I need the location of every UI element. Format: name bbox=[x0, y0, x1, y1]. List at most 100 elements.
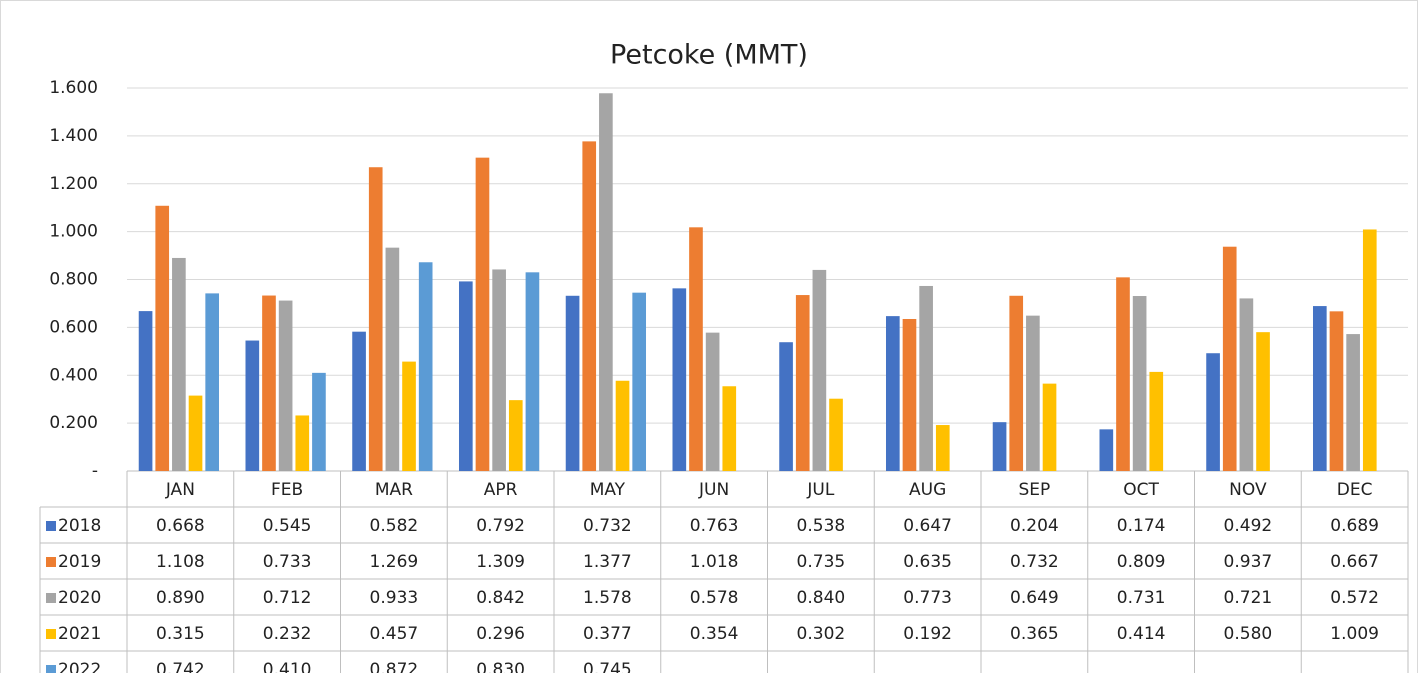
bar bbox=[1132, 296, 1147, 471]
table-value: 0.545 bbox=[263, 516, 312, 536]
table-value: 0.410 bbox=[263, 660, 312, 673]
bar bbox=[1329, 311, 1344, 471]
table-value: 0.732 bbox=[1010, 552, 1059, 572]
y-tick-label: 0.400 bbox=[49, 365, 98, 385]
x-tick-label: AUG bbox=[909, 480, 946, 500]
x-tick-label: JAN bbox=[165, 480, 195, 500]
bar bbox=[829, 398, 843, 471]
bar bbox=[1042, 383, 1057, 471]
bar bbox=[262, 295, 276, 471]
bar bbox=[902, 318, 917, 471]
table-value: 0.354 bbox=[690, 624, 739, 644]
y-tick-label: 1.200 bbox=[49, 174, 98, 194]
legend-swatch bbox=[46, 557, 56, 567]
table-value: 0.721 bbox=[1224, 588, 1273, 608]
legend-label: 2019 bbox=[58, 552, 101, 572]
table-value: 0.668 bbox=[156, 516, 205, 536]
bar bbox=[245, 340, 260, 471]
y-tick-label: 0.200 bbox=[49, 413, 98, 433]
table-value: 1.018 bbox=[690, 552, 739, 572]
table-value: 0.792 bbox=[476, 516, 525, 536]
legend-swatch bbox=[46, 521, 56, 531]
y-tick-label: 0.600 bbox=[49, 317, 98, 337]
x-tick-label: OCT bbox=[1123, 480, 1159, 500]
table-value: 0.937 bbox=[1224, 552, 1273, 572]
bar bbox=[599, 93, 613, 472]
table-value: 0.731 bbox=[1117, 588, 1166, 608]
table-value: 0.840 bbox=[797, 588, 846, 608]
bar bbox=[885, 316, 900, 471]
bar bbox=[1346, 334, 1360, 471]
bar bbox=[205, 293, 220, 471]
table-value: 1.108 bbox=[156, 552, 205, 572]
table-value: 0.296 bbox=[476, 624, 525, 644]
x-tick-label: JUL bbox=[806, 480, 834, 500]
table-value: 0.635 bbox=[903, 552, 952, 572]
bar bbox=[615, 380, 630, 471]
bar bbox=[672, 288, 687, 471]
table-value: 0.742 bbox=[156, 660, 205, 673]
x-tick-label: JUN bbox=[698, 480, 729, 500]
x-tick-label: FEB bbox=[271, 480, 303, 500]
legend-swatch bbox=[46, 665, 56, 673]
bar bbox=[582, 141, 597, 472]
bar bbox=[1116, 277, 1130, 471]
bar bbox=[1206, 353, 1220, 471]
bar bbox=[188, 395, 203, 471]
bar bbox=[138, 311, 153, 471]
table-value: 0.365 bbox=[1010, 624, 1059, 644]
table-value: 0.763 bbox=[690, 516, 739, 536]
x-tick-label: DEC bbox=[1337, 480, 1373, 500]
bar bbox=[172, 257, 186, 471]
table-value: 0.414 bbox=[1117, 624, 1166, 644]
table-value: 0.302 bbox=[797, 624, 846, 644]
bar bbox=[935, 425, 950, 471]
table-value: 0.649 bbox=[1010, 588, 1059, 608]
table-value: 1.578 bbox=[583, 588, 632, 608]
table-value: 0.204 bbox=[1010, 516, 1059, 536]
bar bbox=[1222, 246, 1237, 471]
table-value: 0.232 bbox=[263, 624, 312, 644]
y-tick-label: 0.800 bbox=[49, 270, 98, 290]
table-value: 1.269 bbox=[370, 552, 419, 572]
y-tick-label: 1.400 bbox=[49, 126, 98, 146]
bar bbox=[992, 422, 1007, 471]
legend-label: 2020 bbox=[58, 588, 101, 608]
x-tick-label: APR bbox=[484, 480, 518, 500]
bar bbox=[418, 262, 433, 471]
table-value: 0.315 bbox=[156, 624, 205, 644]
bar bbox=[1149, 371, 1164, 471]
table-value: 0.732 bbox=[583, 516, 632, 536]
bar bbox=[705, 332, 720, 471]
table-value: 0.667 bbox=[1330, 552, 1379, 572]
x-tick-label: SEP bbox=[1018, 480, 1050, 500]
table-value: 0.830 bbox=[476, 660, 525, 673]
table-value: 0.745 bbox=[583, 660, 632, 673]
table-value: 0.842 bbox=[476, 588, 525, 608]
y-tick-label: - bbox=[92, 461, 98, 481]
bar bbox=[508, 400, 523, 471]
bar bbox=[1312, 306, 1327, 471]
bar bbox=[1362, 229, 1377, 471]
table-value: 0.538 bbox=[797, 516, 846, 536]
bar bbox=[1099, 429, 1114, 471]
bar bbox=[812, 269, 827, 471]
table-value: 0.578 bbox=[690, 588, 739, 608]
bar bbox=[352, 331, 366, 471]
bar bbox=[295, 415, 310, 471]
chart-title: Petcoke (MMT) bbox=[610, 40, 808, 71]
bar bbox=[492, 269, 506, 471]
table-value: 0.174 bbox=[1117, 516, 1166, 536]
bar bbox=[722, 386, 737, 471]
table-value: 0.377 bbox=[583, 624, 632, 644]
bar bbox=[632, 292, 647, 471]
bar bbox=[919, 285, 933, 471]
legend-swatch bbox=[46, 629, 56, 639]
table-value: 0.773 bbox=[903, 588, 952, 608]
table-value: 0.582 bbox=[370, 516, 419, 536]
bar bbox=[278, 300, 293, 471]
table-value: 0.735 bbox=[797, 552, 846, 572]
table-value: 1.309 bbox=[476, 552, 525, 572]
bar bbox=[779, 342, 793, 471]
